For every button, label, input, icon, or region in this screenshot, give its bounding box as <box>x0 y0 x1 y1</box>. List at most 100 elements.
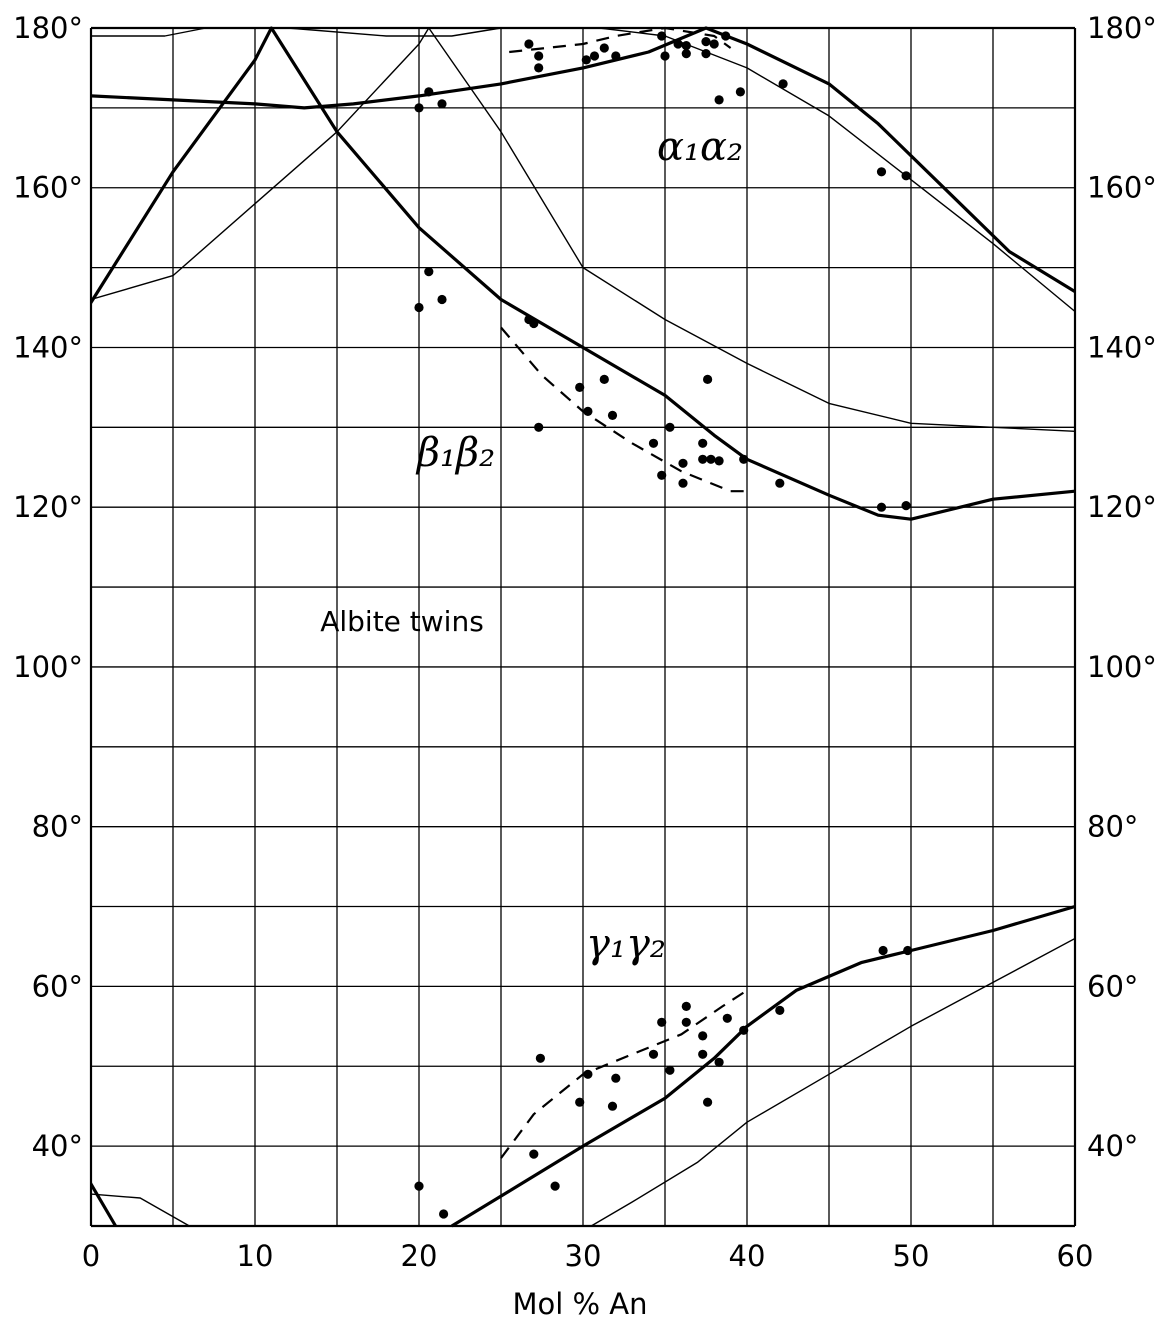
tick-labels: 0 10 20 30 40 50 60 40° 60° 80° 100° 120° 140° 160° 18… <box>13 11 1157 1273</box>
data-point <box>876 502 887 512</box>
beta-series-label: β₁β₂ <box>415 430 495 476</box>
data-point <box>665 422 675 432</box>
y-tick-label-left: 60° <box>32 969 83 1003</box>
y-tick-label-right: 80° <box>1087 810 1138 844</box>
curves <box>91 26 1075 1228</box>
x-tick-label: 40 <box>729 1239 766 1273</box>
data-point <box>703 1097 713 1107</box>
data-point <box>599 43 609 53</box>
y-tick-label-left: 180° <box>13 11 83 45</box>
data-point <box>681 49 691 59</box>
data-point <box>714 1057 724 1067</box>
data-point <box>698 1031 708 1041</box>
data-point <box>648 1049 659 1059</box>
data-point <box>529 318 539 329</box>
x-tick-label: 60 <box>1057 1239 1094 1273</box>
y-tick-label-left: 160° <box>13 171 83 205</box>
data-point <box>698 1049 708 1059</box>
data-point <box>778 79 788 89</box>
data-point <box>775 478 785 488</box>
data-point <box>735 87 746 97</box>
data-point <box>657 1017 667 1027</box>
x-tick-label: 20 <box>401 1239 438 1273</box>
data-point <box>660 51 670 61</box>
y-tick-label-right: 60° <box>1087 969 1138 1003</box>
data-point <box>424 267 434 277</box>
data-point <box>581 55 591 65</box>
data-point <box>534 422 544 432</box>
data-point <box>678 478 688 488</box>
data-point <box>681 1017 691 1027</box>
data-point <box>678 458 688 468</box>
data-point <box>878 945 888 956</box>
data-point <box>589 51 600 61</box>
data-point <box>437 294 447 305</box>
x-tick-label: 10 <box>237 1239 274 1273</box>
data-point <box>739 1025 749 1035</box>
data-point <box>681 41 691 51</box>
data-point <box>550 1181 560 1191</box>
data-point <box>414 302 424 313</box>
data-point <box>714 456 724 466</box>
series-line-thick <box>91 1180 117 1227</box>
albite-twins-label: Albite twins <box>320 605 484 638</box>
data-point <box>739 454 749 464</box>
gamma-series-label: γ₁γ₂ <box>586 921 666 967</box>
data-point <box>575 1097 585 1107</box>
series-line-thin <box>91 1193 190 1227</box>
data-point <box>709 39 719 49</box>
data-point <box>657 31 667 41</box>
data-point <box>701 49 711 59</box>
series-line-thick <box>91 26 1075 521</box>
data-point <box>599 374 609 384</box>
data-point <box>722 1013 732 1023</box>
y-tick-label-left: 80° <box>32 810 83 844</box>
data-point <box>703 374 713 384</box>
data-point <box>611 1073 621 1083</box>
data-point <box>701 37 711 47</box>
data-point <box>681 1001 691 1012</box>
series-line-dashed <box>500 989 748 1159</box>
y-tick-label-right: 40° <box>1087 1129 1138 1163</box>
data-point <box>901 501 911 511</box>
data-point <box>706 454 716 464</box>
data-point <box>901 171 911 181</box>
data-point <box>583 406 593 416</box>
data-point <box>534 63 544 73</box>
x-tick-label: 50 <box>893 1239 930 1273</box>
data-point <box>535 1053 546 1063</box>
y-tick-label-left: 40° <box>32 1129 83 1163</box>
data-point <box>575 382 585 392</box>
data-point <box>775 1005 785 1016</box>
data-point <box>529 1149 539 1159</box>
data-point <box>439 1209 449 1219</box>
data-point <box>903 945 913 956</box>
data-point <box>607 410 618 420</box>
alpha-series-label: α₁α₂ <box>657 124 743 170</box>
y-tick-label-right: 180° <box>1087 11 1157 45</box>
x-tick-label: 0 <box>82 1239 100 1273</box>
data-point <box>524 39 534 49</box>
grid <box>89 26 1077 1228</box>
data-points <box>414 31 913 1219</box>
y-tick-label-right: 120° <box>1087 490 1157 524</box>
data-point <box>876 167 887 177</box>
data-point <box>414 103 424 113</box>
y-tick-label-right: 100° <box>1087 650 1157 684</box>
data-point <box>424 87 434 97</box>
series-line-dashed <box>509 26 732 54</box>
data-point <box>721 31 731 41</box>
data-point <box>437 99 447 109</box>
series-line-thin <box>590 937 1075 1227</box>
data-point <box>534 51 544 61</box>
data-point <box>648 438 659 448</box>
data-point <box>698 438 708 448</box>
y-tick-label-right: 140° <box>1087 330 1157 364</box>
data-point <box>714 95 724 105</box>
data-point <box>657 470 667 480</box>
data-point <box>665 1065 675 1075</box>
data-point <box>611 51 621 61</box>
x-tick-label: 30 <box>565 1239 602 1273</box>
y-tick-label-right: 160° <box>1087 171 1157 205</box>
